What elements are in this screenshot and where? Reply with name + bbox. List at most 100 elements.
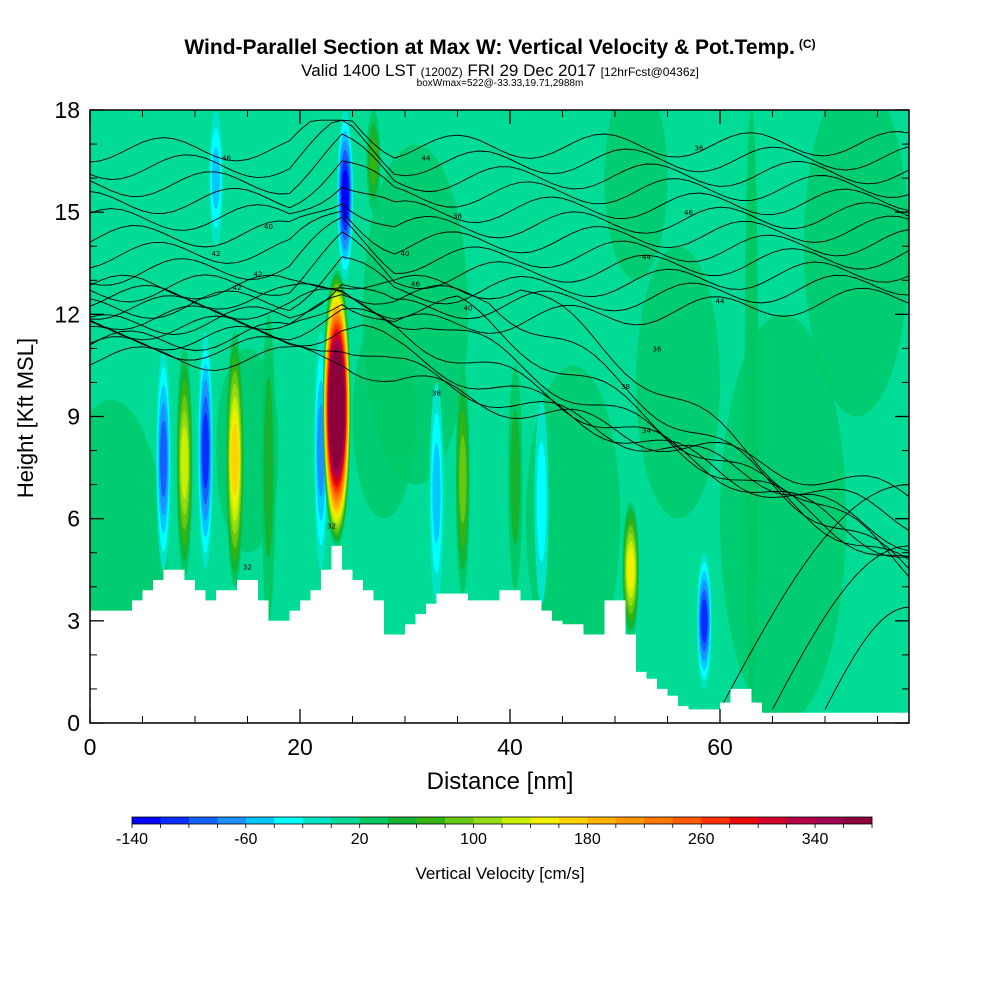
isentrope-label: 36: [695, 144, 704, 152]
colorbar-swatch: [672, 817, 702, 824]
weak-updraft-patch: [604, 110, 668, 281]
isentrope-label: 46: [684, 209, 693, 217]
x-tick-label: 0: [84, 734, 97, 760]
isentrope-label: 40: [464, 305, 473, 313]
colorbar-swatch: [416, 817, 446, 824]
colorbar-swatch: [245, 817, 275, 824]
isentrope-label: 38: [453, 213, 462, 221]
colorbar-swatch: [843, 817, 873, 824]
isentrope-line: [90, 202, 909, 248]
colorbar-tick-label: 340: [802, 831, 829, 848]
y-tick-label: 3: [67, 608, 80, 634]
colorbar-swatch: [502, 817, 531, 824]
isentrope-line: [824, 606, 909, 710]
colorbar-swatch: [132, 817, 161, 824]
colorbar-swatch: [302, 817, 332, 824]
colorbar-swatch: [359, 817, 389, 824]
isentrope-line: [90, 119, 909, 180]
isentrope-line: [90, 345, 909, 497]
colorbar-swatch: [217, 817, 247, 824]
colorbar-swatch: [473, 817, 503, 824]
colorbar-tick-label: 260: [688, 831, 715, 848]
colorbar-swatch: [530, 817, 560, 824]
copyright-mark: (C): [798, 37, 816, 51]
isentrope-label: 46: [411, 281, 420, 289]
y-axis-label: Height [Kft MSL]: [13, 337, 38, 499]
y-tick-label: 18: [54, 97, 80, 123]
colorbar-swatch: [587, 817, 617, 824]
updraft-cell: [744, 110, 759, 706]
isentrope-label: 42: [233, 284, 242, 292]
colorbar-swatch: [445, 817, 474, 824]
colorbar-swatch: [160, 817, 190, 824]
updraft-cell: [263, 377, 274, 559]
isentrope-label: 42: [212, 250, 221, 258]
updraft-cell: [369, 137, 378, 185]
colorbar-swatch: [758, 817, 787, 824]
isentrope-label: 32: [327, 522, 336, 530]
chart-subtitle: Valid 1400 LST (1200Z) FRI 29 Dec 2017 […: [301, 61, 699, 80]
downdraft-cell: [211, 147, 221, 209]
isentrope-label: 46: [222, 155, 231, 163]
isentrope-line: [719, 484, 909, 710]
x-tick-label: 20: [287, 734, 313, 760]
isentrope-line: [90, 119, 909, 163]
colorbar-tick-label: 100: [460, 831, 487, 848]
x-axis-label: Distance [nm]: [426, 768, 574, 795]
isentrope-line: [90, 210, 909, 269]
isentrope-label: 36: [653, 345, 662, 353]
chart-title: Wind-Parallel Section at Max W: Vertical…: [184, 36, 816, 59]
weak-updraft-patch: [525, 365, 621, 672]
colorbar-swatch: [701, 817, 730, 824]
colorbar-tick-label: -60: [234, 831, 257, 848]
x-tick-label: 40: [497, 734, 523, 760]
y-tick-label: 12: [54, 301, 80, 327]
isentrope-label: 40: [401, 250, 410, 258]
downdraft-cell: [536, 441, 547, 562]
updraft-cell: [180, 426, 189, 499]
isentrope-label: 44: [422, 155, 431, 163]
isentrope-label: 44: [642, 253, 651, 261]
colorbar-swatch: [615, 817, 645, 824]
colorbar-tick-label: 180: [574, 831, 601, 848]
terrain: [90, 545, 909, 723]
chart-boxinfo: boxWmax=522@-33.33,19.71,2988m: [416, 78, 584, 89]
isentrope-line: [90, 186, 909, 231]
colorbar-swatch: [815, 817, 844, 824]
weak-updraft-patch: [636, 246, 720, 519]
isentrope-line: [90, 274, 909, 578]
colorbar-swatch: [388, 817, 417, 824]
updraft-cell: [459, 435, 467, 524]
isentrope-label: 44: [716, 298, 725, 306]
isentrope-line: [90, 324, 909, 552]
isentrope-line: [90, 283, 909, 570]
isentrope-label: 38: [432, 390, 441, 398]
y-tick-label: 0: [67, 710, 80, 736]
isentrope-line: [90, 307, 909, 558]
isentrope-line: [90, 256, 909, 319]
isentrope-label: 34: [642, 427, 651, 435]
downdraft-cell: [202, 412, 209, 489]
isentrope-line: [90, 216, 909, 286]
downdraft-cell: [341, 169, 349, 221]
weak-updraft-patch: [804, 110, 909, 417]
colorbar-tick-label: -140: [116, 831, 148, 848]
isentrope-label: 38: [621, 383, 630, 391]
colorbar-swatch: [729, 817, 759, 824]
downdraft-cell: [700, 599, 708, 643]
updraft-cell: [231, 422, 239, 496]
updraft-cell: [627, 549, 635, 590]
colorbar-swatch: [558, 817, 588, 824]
isentrope-line: [90, 274, 909, 336]
isentrope-line: [90, 231, 909, 303]
colorbar-swatch: [644, 817, 674, 824]
isentrope-label: 42: [254, 270, 263, 278]
isentrope-label: 40: [264, 223, 273, 231]
isentrope-line: [90, 133, 909, 198]
updraft-cell: [510, 411, 521, 545]
updraft-cell: [332, 378, 342, 438]
colorbar-tick-label: 20: [351, 831, 369, 848]
isentrope-line: [90, 160, 909, 214]
colorbar-swatch: [188, 817, 218, 824]
y-tick-label: 9: [67, 404, 80, 430]
